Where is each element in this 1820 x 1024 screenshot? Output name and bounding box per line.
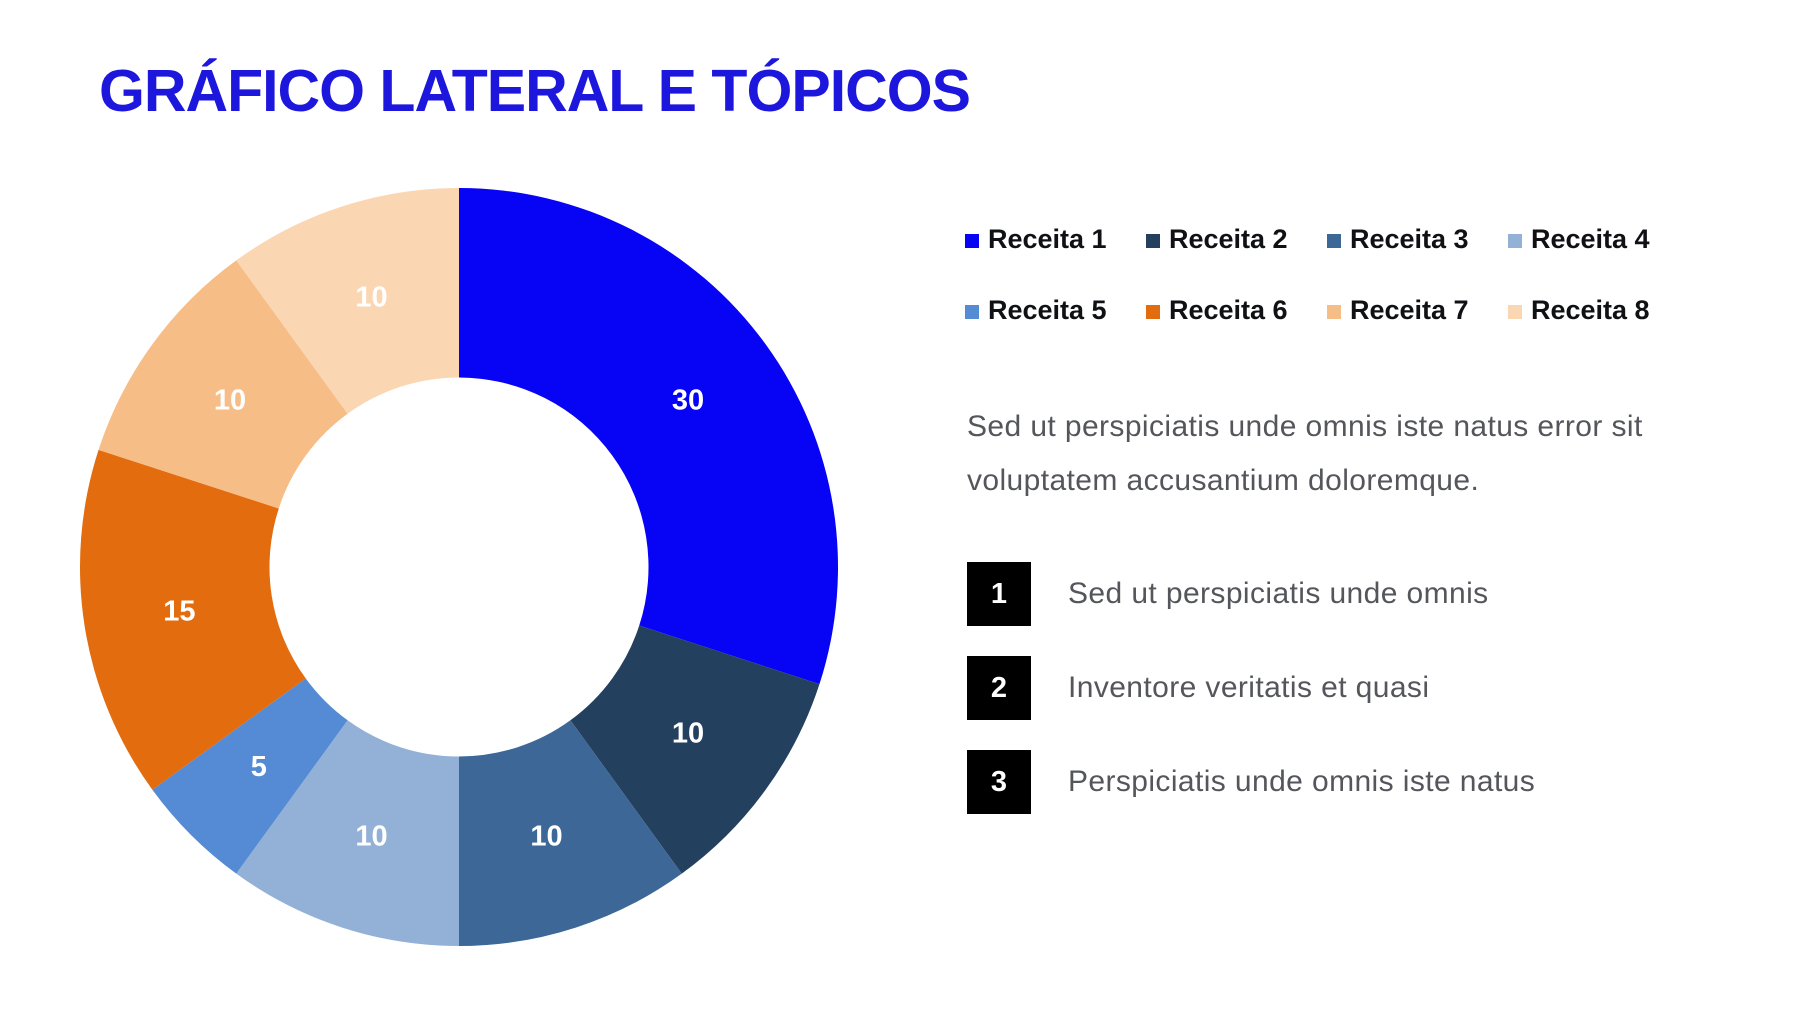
donut-chart: 30 10 10 10 5 15 10 10 [80, 188, 838, 946]
list-item: 3 Perspiciatis unde omnis iste natus [967, 750, 1535, 814]
slice-value-label: 30 [672, 385, 704, 417]
legend-swatch-icon [1327, 233, 1341, 248]
legend-swatch-icon [1146, 304, 1160, 319]
legend-label: Receita 1 [988, 224, 1107, 254]
donut-slice-receita-6 [80, 449, 306, 790]
slice-value-label: 10 [355, 282, 387, 314]
legend-label: Receita 8 [1531, 295, 1650, 325]
legend-swatch-icon [965, 304, 979, 319]
legend-swatch-icon [1508, 233, 1522, 248]
legend-label: Receita 5 [988, 295, 1107, 325]
slice-value-label: 5 [251, 751, 267, 783]
slice-value-label: 10 [530, 820, 562, 852]
legend-item-receita-2: Receita 2 [1146, 224, 1327, 255]
slice-value-label: 15 [163, 595, 195, 627]
legend-item-receita-1: Receita 1 [965, 224, 1146, 255]
legend-label: Receita 2 [1169, 224, 1288, 254]
donut-slice-receita-3 [459, 720, 682, 946]
legend-label: Receita 7 [1350, 295, 1469, 325]
legend-item-receita-8: Receita 8 [1508, 295, 1689, 326]
legend-item-receita-3: Receita 3 [1327, 224, 1508, 255]
donut-chart-svg: 30 10 10 10 5 15 10 10 [80, 188, 838, 946]
donut-slice-receita-4 [236, 720, 459, 946]
topic-number-badge: 2 [967, 656, 1031, 720]
topic-list: 1 Sed ut perspiciatis unde omnis 2 Inven… [967, 562, 1535, 844]
list-item: 1 Sed ut perspiciatis unde omnis [967, 562, 1535, 626]
slice-value-label: 10 [672, 717, 704, 749]
legend-item-receita-4: Receita 4 [1508, 224, 1689, 255]
topic-text: Inventore veritatis et quasi [1068, 671, 1430, 704]
description-text: Sed ut perspiciatis unde omnis iste natu… [967, 410, 1643, 497]
topic-number-badge: 3 [967, 750, 1031, 814]
topic-text: Sed ut perspiciatis unde omnis [1068, 577, 1489, 610]
legend-swatch-icon [1508, 304, 1522, 319]
chart-legend: Receita 1 Receita 2 Receita 3 Receita 4 … [965, 224, 1689, 326]
legend-item-receita-5: Receita 5 [965, 295, 1146, 326]
legend-swatch-icon [965, 233, 979, 248]
topic-text: Perspiciatis unde omnis iste natus [1068, 765, 1536, 798]
donut-slice-receita-5 [152, 678, 348, 874]
page-title: GRÁFICO LATERAL E TÓPICOS [99, 58, 971, 124]
legend-swatch-icon [1327, 304, 1341, 319]
slice-value-label: 10 [214, 385, 246, 417]
topic-number-badge: 1 [967, 562, 1031, 626]
legend-label: Receita 4 [1531, 224, 1650, 254]
legend-label: Receita 3 [1350, 224, 1469, 254]
donut-slice-receita-7 [98, 260, 348, 509]
donut-slice-receita-1 [459, 188, 838, 685]
legend-item-receita-7: Receita 7 [1327, 295, 1508, 326]
legend-label: Receita 6 [1169, 295, 1288, 325]
legend-swatch-icon [1146, 233, 1160, 248]
donut-slice-receita-8 [236, 188, 459, 414]
list-item: 2 Inventore veritatis et quasi [967, 656, 1535, 720]
legend-item-receita-6: Receita 6 [1146, 295, 1327, 326]
donut-slice-receita-2 [570, 625, 820, 874]
slice-value-label: 10 [355, 820, 387, 852]
